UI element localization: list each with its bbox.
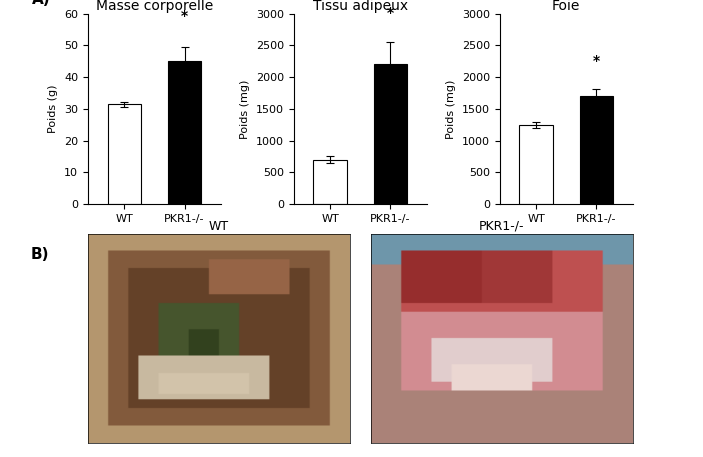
Y-axis label: Poids (mg): Poids (mg) — [240, 79, 250, 138]
Text: B): B) — [30, 247, 49, 262]
Bar — [580, 96, 613, 204]
Bar — [520, 125, 553, 204]
Y-axis label: Poids (g): Poids (g) — [49, 85, 58, 133]
Text: A): A) — [32, 0, 51, 7]
Text: *: * — [181, 9, 188, 23]
Title: WT: WT — [209, 220, 229, 233]
Text: *: * — [593, 53, 600, 68]
Title: PKR1-/-: PKR1-/- — [479, 220, 524, 233]
Title: Tissu adipeux: Tissu adipeux — [313, 0, 408, 12]
Title: Foie: Foie — [552, 0, 581, 12]
Bar — [374, 64, 407, 204]
Text: *: * — [387, 6, 394, 20]
Title: Masse corporelle: Masse corporelle — [96, 0, 213, 12]
Bar — [108, 104, 141, 204]
Bar — [314, 159, 347, 204]
Bar — [168, 61, 201, 204]
Y-axis label: Poids (mg): Poids (mg) — [446, 79, 456, 138]
